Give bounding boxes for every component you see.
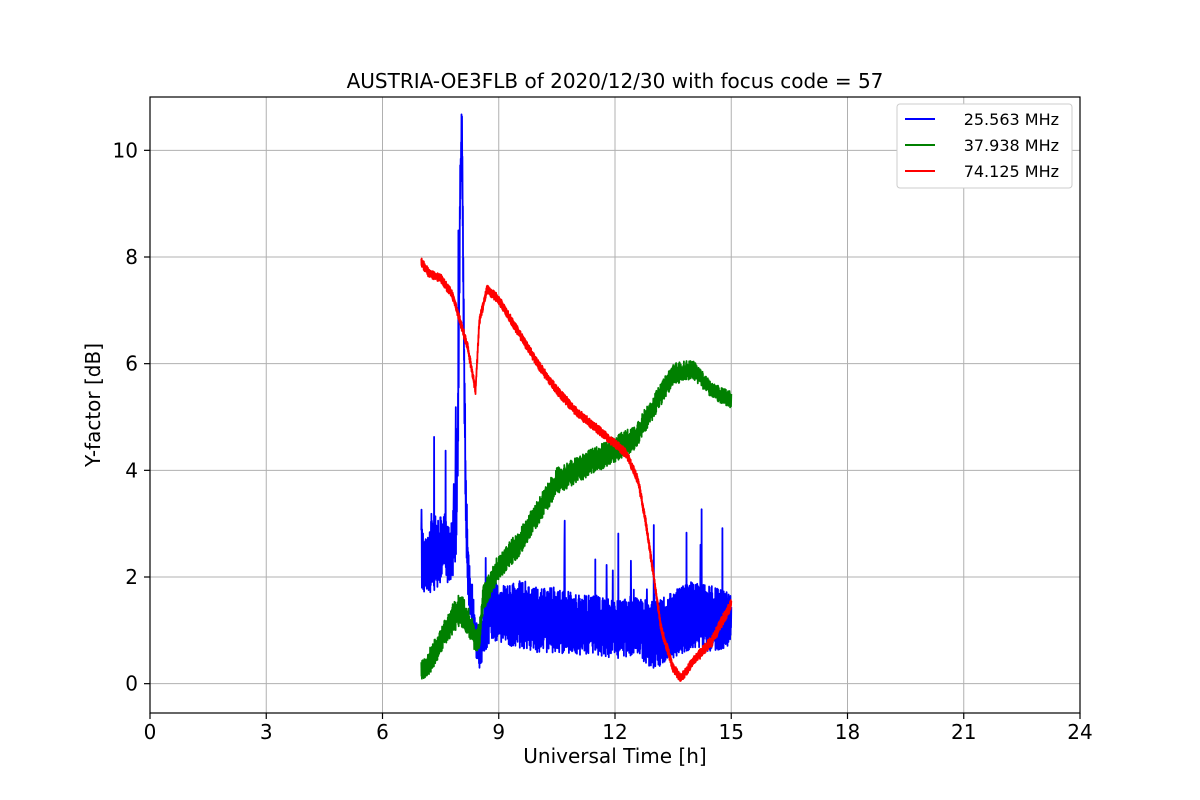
x-tick-label: 6 bbox=[376, 720, 389, 744]
x-tick-label: 18 bbox=[835, 720, 860, 744]
x-tick-label: 0 bbox=[144, 720, 157, 744]
x-tick-label: 15 bbox=[719, 720, 744, 744]
legend-label-37938: 37.938 MHz bbox=[964, 136, 1059, 155]
x-tick-label: 24 bbox=[1067, 720, 1092, 744]
legend-label-74125: 74.125 MHz bbox=[964, 162, 1059, 181]
series-25563-mhz bbox=[420, 113, 733, 669]
y-tick-label: 6 bbox=[125, 352, 138, 376]
y-axis-label: Y-factor [dB] bbox=[81, 343, 105, 468]
x-tick-label: 21 bbox=[951, 720, 976, 744]
legend-label-25563: 25.563 MHz bbox=[964, 110, 1059, 129]
x-tick-label: 3 bbox=[260, 720, 273, 744]
y-tick-label: 10 bbox=[113, 138, 138, 162]
y-tick-label: 0 bbox=[125, 672, 138, 696]
x-axis-label: Universal Time [h] bbox=[523, 744, 706, 768]
plot-series bbox=[420, 113, 733, 682]
legend-box bbox=[896, 103, 1073, 189]
series-37938-mhz bbox=[420, 360, 733, 680]
y-tick-label: 4 bbox=[125, 458, 138, 482]
chart-title: AUSTRIA-OE3FLB of 2020/12/30 with focus … bbox=[347, 69, 884, 93]
series-74125-mhz bbox=[420, 257, 733, 682]
x-tick-label: 12 bbox=[602, 720, 627, 744]
x-tick-label: 9 bbox=[492, 720, 505, 744]
y-tick-label: 2 bbox=[125, 565, 138, 589]
legend: 25.563 MHz 37.938 MHz 74.125 MHz bbox=[896, 103, 1073, 189]
y-tick-label: 8 bbox=[125, 245, 138, 269]
